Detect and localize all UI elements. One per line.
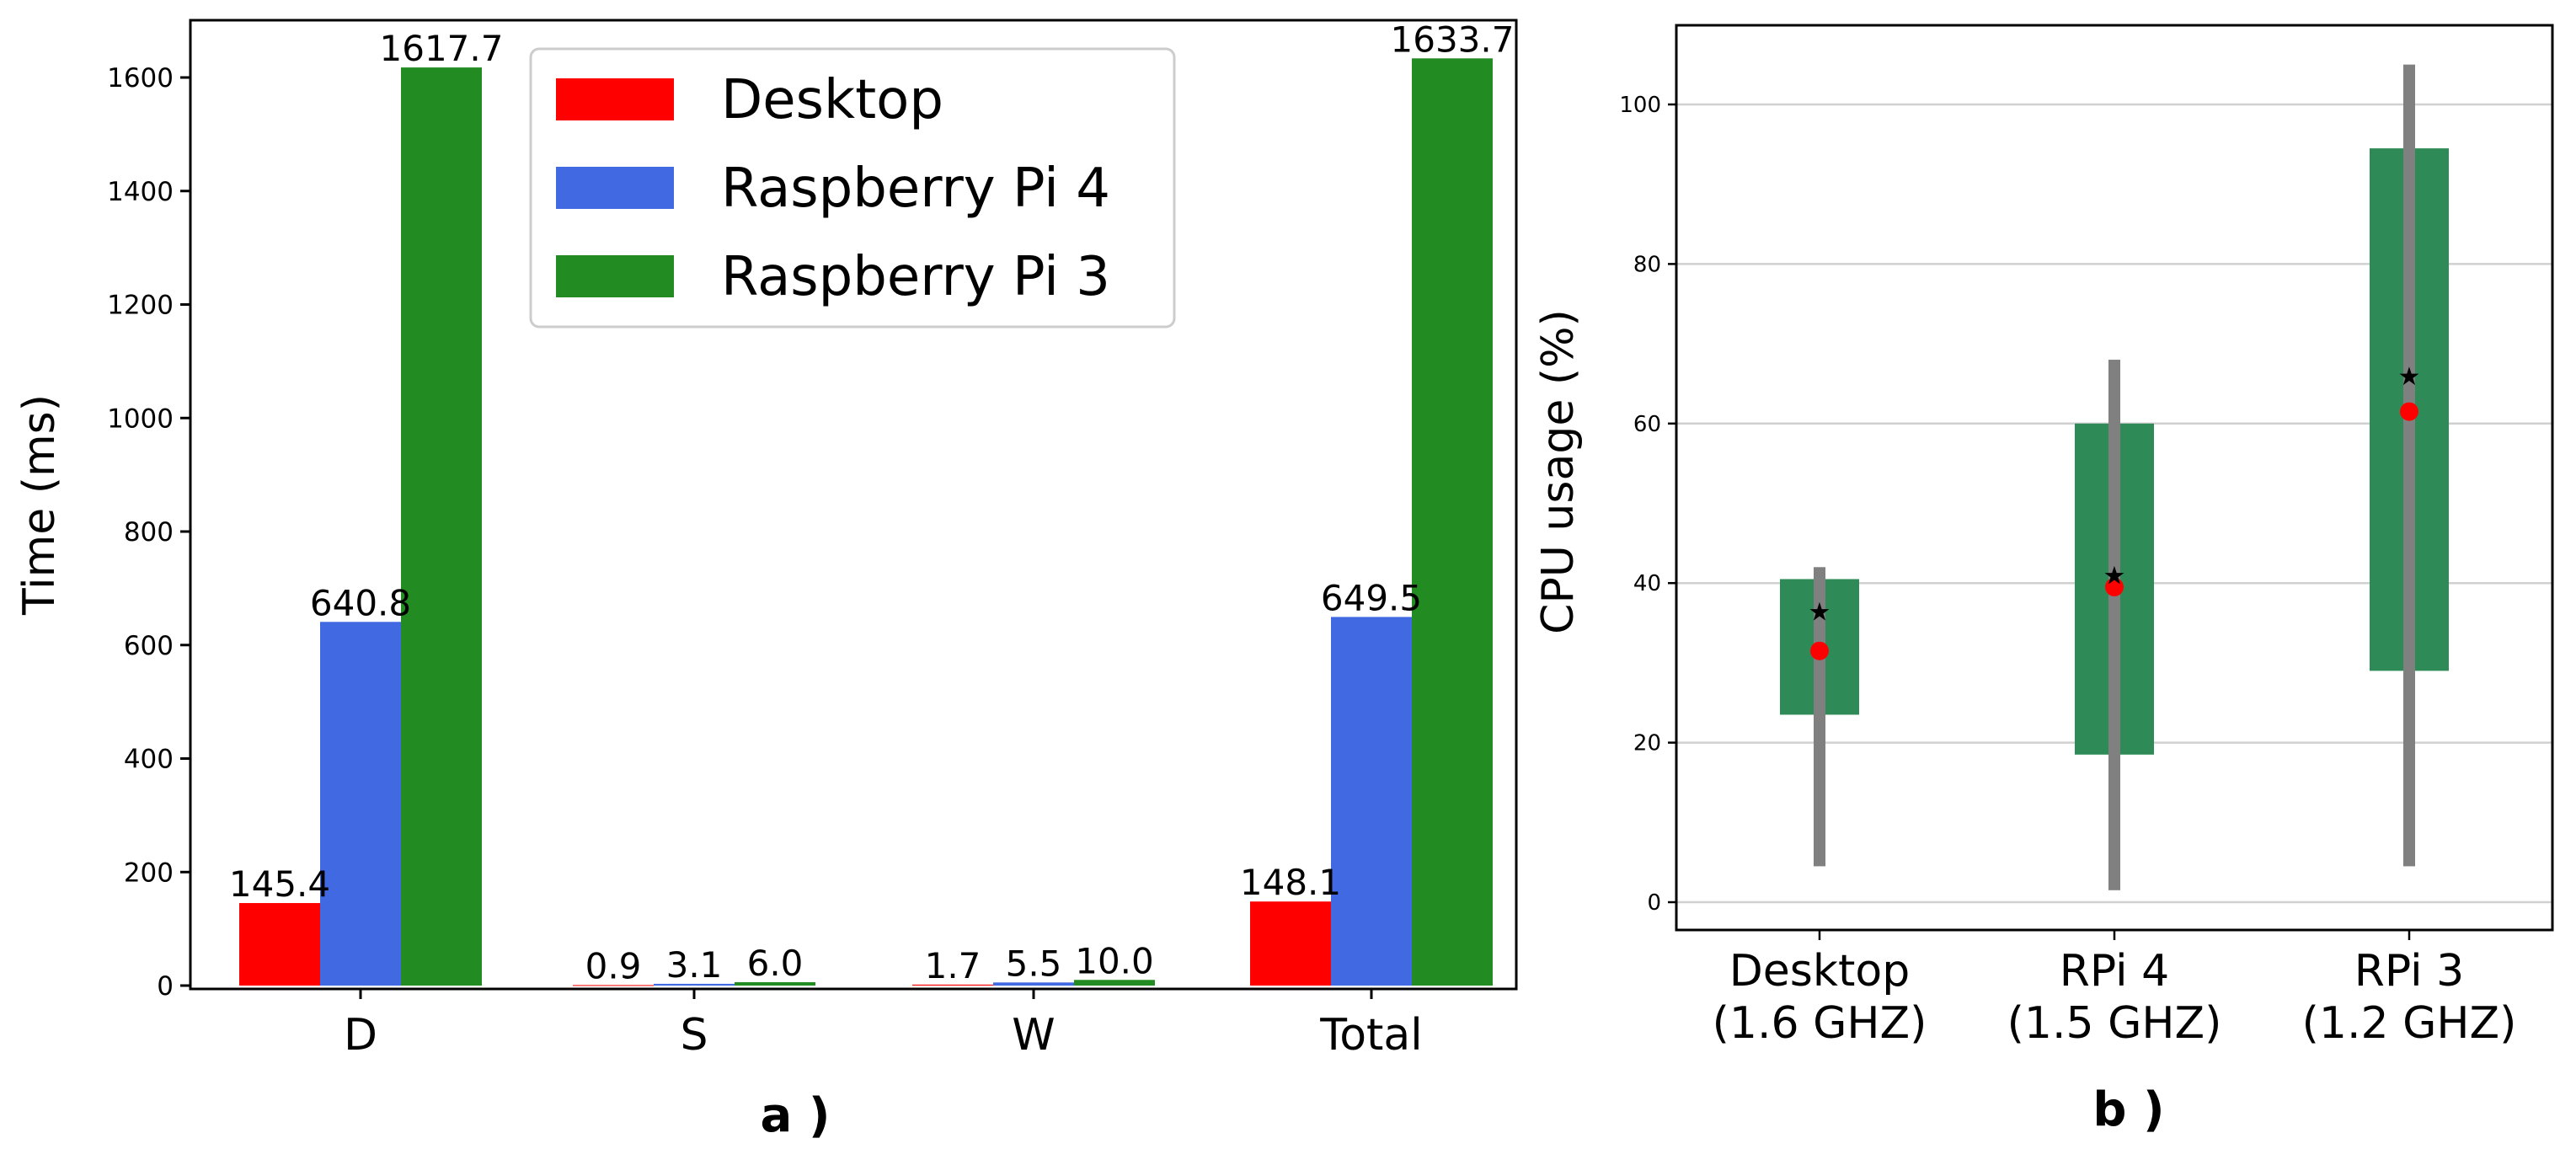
panel-a-frame (189, 19, 1518, 991)
median-marker (2105, 577, 2124, 596)
data-label: 0.9 (585, 945, 642, 986)
bar-desktop-total (1250, 901, 1331, 986)
bar-raspberry-pi-3-d (401, 67, 482, 986)
y-tick-label: 200 (124, 858, 174, 888)
x-tick-label-line1: RPi 3 (2354, 946, 2464, 997)
bar-raspberry-pi-4-d (320, 622, 401, 986)
panel-b-caption: b ) (2092, 1082, 2164, 1137)
y-tick-label: 1400 (107, 177, 174, 207)
y-tick-label: 800 (124, 517, 174, 548)
x-tick-label-line2: (1.6 GHZ) (1713, 998, 1927, 1049)
bar-raspberry-pi-3-total (1412, 58, 1493, 986)
panel-a-bar-chart: 0 200 400 600 800 1000 1200 1400 1600 D S W Total 1… (14, 19, 1518, 1143)
y-tick-label: 80 (1633, 252, 1661, 277)
y-tick-label: 60 (1633, 412, 1661, 437)
whisker-range (2108, 360, 2120, 890)
y-tick-label: 40 (1633, 571, 1661, 596)
bar-raspberry-pi-4-w (993, 982, 1074, 986)
x-tick-label: S (680, 1010, 708, 1061)
bar-raspberry-pi-4-s (654, 983, 735, 986)
median-marker (2400, 402, 2418, 421)
x-tick-label-line2: (1.5 GHZ) (2007, 998, 2222, 1049)
panel-b-ylabel: CPU usage (%) (1533, 309, 1584, 634)
legend-entry: Raspberry Pi 4 (721, 158, 1110, 220)
bar-raspberry-pi-4-total (1331, 617, 1412, 986)
data-label: 5.5 (1006, 943, 1062, 984)
x-tick-label: Total (1319, 1010, 1422, 1061)
y-tick-label: 0 (1647, 890, 1661, 916)
data-label: 3.1 (666, 944, 723, 986)
y-tick-label: 1200 (107, 291, 174, 321)
y-tick-label: 600 (124, 631, 174, 661)
panel-a-caption: a ) (761, 1088, 831, 1143)
legend-box (529, 47, 1176, 329)
bar-desktop-w (912, 984, 993, 986)
data-label: 10.0 (1075, 940, 1154, 981)
whisker-range (1814, 567, 1825, 867)
y-tick-label: 100 (1619, 93, 1661, 118)
y-tick-label: 0 (157, 971, 174, 1002)
data-label: 145.4 (229, 863, 330, 905)
bar-raspberry-pi-3-w (1074, 980, 1155, 986)
x-tick-label-line2: (1.2 GHZ) (2302, 998, 2517, 1049)
data-label: 1.7 (925, 945, 981, 986)
mean-marker: ★ (1809, 597, 1831, 627)
data-label: 6.0 (747, 943, 804, 984)
mean-marker: ★ (2103, 562, 2126, 591)
data-label: 640.8 (310, 582, 411, 623)
legend-entry: Desktop (721, 69, 943, 131)
mean-marker: ★ (2398, 362, 2421, 392)
data-label: 1633.7 (1391, 19, 1515, 60)
legend-swatch (556, 167, 674, 209)
x-tick-label-line1: RPi 4 (2060, 946, 2169, 997)
x-tick-label-line1: Desktop (1729, 946, 1910, 997)
data-label: 1617.7 (380, 28, 504, 69)
bar-desktop-d (239, 903, 320, 986)
bar-raspberry-pi-3-s (735, 981, 815, 986)
x-tick-label: D (344, 1010, 377, 1061)
legend-swatch (556, 255, 674, 297)
panel-a-legend: Desktop Raspberry Pi 4 Raspberry Pi 3 (529, 47, 1176, 329)
median-marker (1810, 641, 1829, 660)
y-tick-label: 1600 (107, 63, 174, 94)
data-label: 148.1 (1240, 862, 1341, 903)
y-tick-label: 1000 (107, 403, 174, 434)
y-tick-label: 20 (1633, 731, 1661, 756)
whisker-range (2403, 64, 2415, 867)
legend-swatch (556, 78, 674, 120)
data-label: 649.5 (1321, 577, 1422, 618)
legend-entry: Raspberry Pi 3 (721, 246, 1110, 308)
bar-desktop-s (573, 985, 654, 986)
panel-a-ylabel: Time (ms) (14, 394, 65, 616)
x-tick-label: W (1012, 1010, 1055, 1061)
y-tick-label: 400 (124, 745, 174, 775)
